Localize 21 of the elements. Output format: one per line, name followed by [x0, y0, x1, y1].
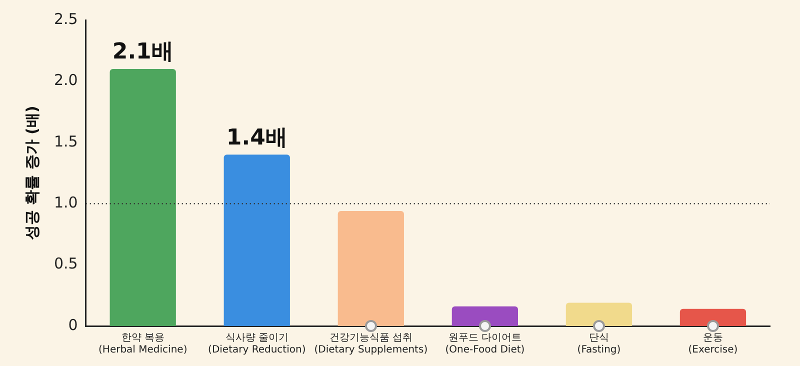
bar: [680, 308, 746, 326]
bar: [566, 302, 632, 326]
x-tick-label: 한약 복용 (Herbal Medicine): [98, 332, 188, 356]
y-tick-label: 1.5: [54, 132, 78, 150]
data-label: 2.1배: [112, 40, 174, 65]
y-tick-label: 0.5: [54, 254, 78, 273]
bar: [338, 210, 404, 326]
bar: [224, 154, 290, 326]
x-tick-label: 원푸드 다이어트 (One-Food Diet): [445, 332, 525, 356]
data-label: 1.4배: [226, 125, 288, 150]
x-tick-label: 운동 (Exercise): [688, 332, 738, 356]
x-tick-label: 건강기능식품 섭취 (Dietary Supplements): [314, 332, 428, 356]
y-tick-label: 0: [68, 316, 78, 334]
y-tick-label: 2.5: [54, 10, 78, 28]
bar: [110, 68, 176, 326]
y-axis-title: 성공 확률 증가 (배): [22, 106, 41, 240]
bar: [452, 306, 518, 326]
x-tick-label: 단식 (Fasting): [577, 332, 621, 356]
y-tick-label: 2.0: [54, 71, 78, 90]
x-tick-label: 식사량 줄이기 (Dietary Reduction): [208, 332, 306, 356]
y-tick-label: 1.0: [54, 193, 78, 212]
